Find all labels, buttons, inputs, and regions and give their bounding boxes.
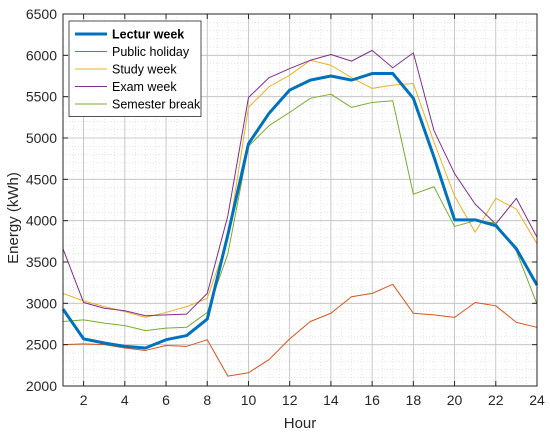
x-tick-label: 24: [529, 392, 545, 408]
legend-label: Study week: [112, 63, 177, 77]
y-axis-label: Energy (kWh): [5, 172, 22, 264]
y-tick-label: 5000: [26, 130, 57, 146]
series-line-study-week: [62, 59, 538, 318]
legend: Lectur week Public holiday Study week Exam …: [68, 20, 202, 117]
legend-label: Public holiday: [112, 45, 190, 59]
y-tick-label: 2000: [26, 378, 57, 394]
legend-label: Lectur week: [112, 28, 184, 42]
y-tick-label: 3500: [26, 254, 57, 270]
x-axis-ticks: 2 4 6 8 10 12 14 16 18 20 22 24: [80, 392, 545, 408]
x-tick-label: 12: [282, 392, 298, 408]
y-tick-label: 6500: [26, 6, 57, 22]
series-layer: [61, 49, 539, 377]
series-line-exam-week: [62, 49, 538, 317]
x-tick-label: 16: [364, 392, 380, 408]
series-line-public-holiday: [62, 283, 538, 377]
axes-frame: [62, 13, 538, 387]
legend-label: Semester break: [112, 98, 201, 112]
x-tick-label: 22: [488, 392, 504, 408]
y-tick-label: 3000: [26, 295, 57, 311]
x-tick-label: 20: [447, 392, 463, 408]
y-tick-label: 4000: [26, 213, 57, 229]
series-line-semester-break: [62, 93, 538, 332]
y-axis-ticks: 2000 2500 3000 3500 4000 4500 5000 5500 6000 6500: [26, 6, 57, 394]
x-tick-label: 18: [406, 392, 422, 408]
y-tick-label: 6000: [26, 47, 57, 63]
x-tick-label: 14: [323, 392, 339, 408]
series-line-lectur-week: [61, 72, 539, 350]
x-tick-label: 6: [162, 392, 170, 408]
x-tick-label: 8: [203, 392, 211, 408]
x-tick-label: 10: [241, 392, 257, 408]
legend-label: Exam week: [112, 80, 177, 94]
y-tick-label: 2500: [26, 337, 57, 353]
y-tick-label: 4500: [26, 171, 57, 187]
x-axis-label: Hour: [284, 415, 317, 432]
y-tick-label: 5500: [26, 89, 57, 105]
x-tick-label: 4: [121, 392, 129, 408]
axes-box: [62, 13, 538, 387]
x-tick-label: 2: [80, 392, 88, 408]
